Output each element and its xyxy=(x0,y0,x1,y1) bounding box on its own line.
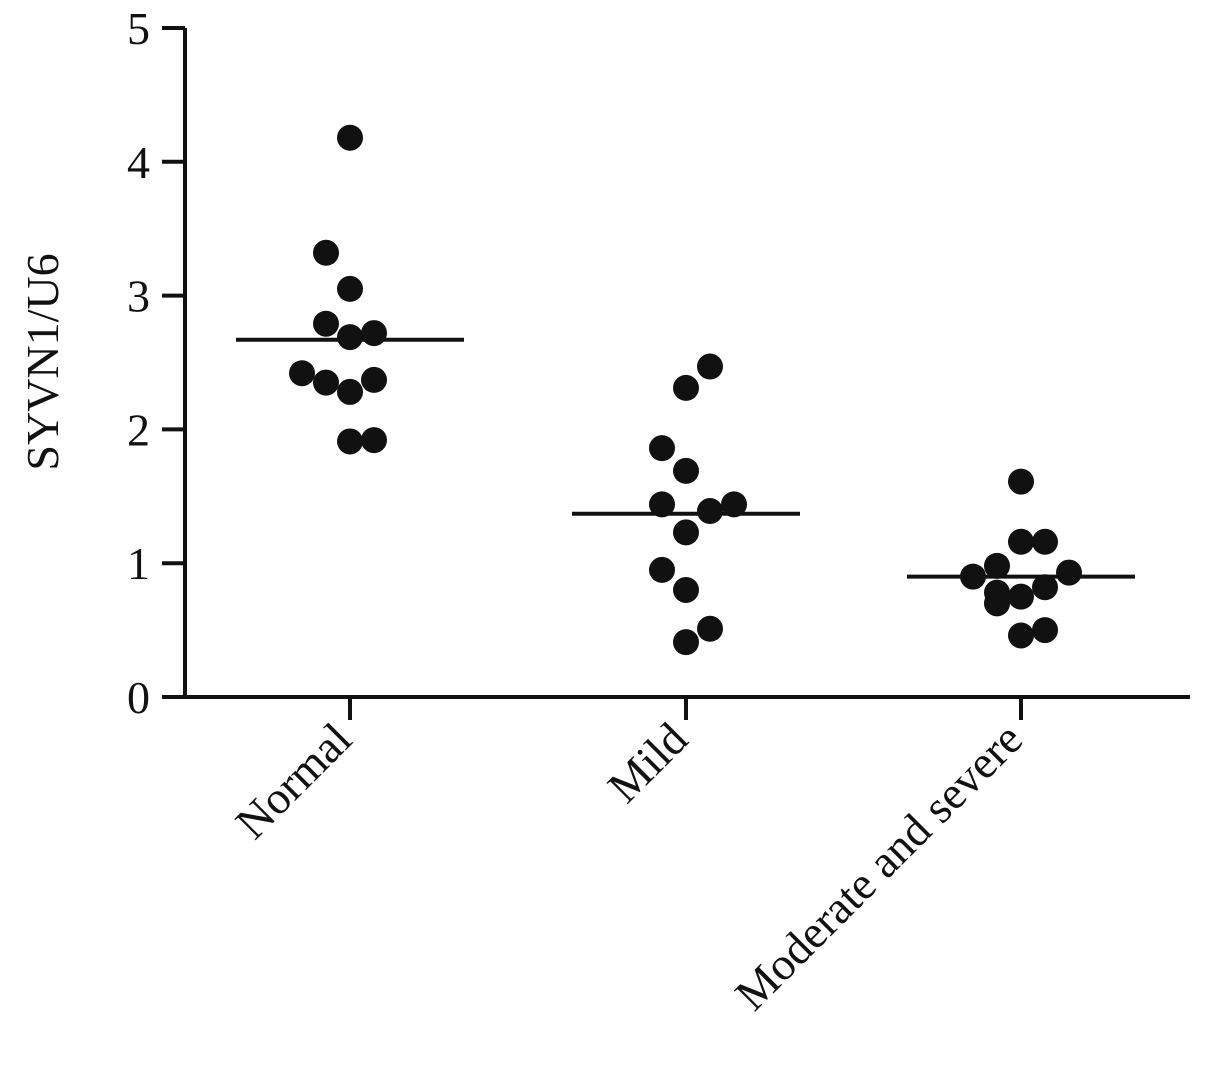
data-point xyxy=(361,320,387,347)
x-tick-label: Normal xyxy=(226,713,361,848)
data-point xyxy=(337,275,363,302)
data-point xyxy=(1032,617,1058,644)
data-point xyxy=(721,491,747,518)
data-point xyxy=(697,498,723,525)
data-point xyxy=(337,428,363,455)
y-axis-label: SYVN1/U6 xyxy=(17,253,68,470)
data-point xyxy=(673,629,699,656)
y-tick-labels: 0 1 2 3 4 5 xyxy=(127,3,150,723)
data-point xyxy=(649,491,675,518)
x-tick-labels: Normal Mild Moderate and severe xyxy=(226,713,1032,1020)
data-point xyxy=(649,435,675,462)
data-point xyxy=(289,360,315,387)
data-point xyxy=(1032,574,1058,601)
data-point xyxy=(1008,468,1034,495)
data-point xyxy=(1008,528,1034,555)
y-tick-label: 5 xyxy=(127,3,150,54)
data-point xyxy=(673,457,699,484)
data-point xyxy=(984,590,1010,617)
data-point xyxy=(697,615,723,642)
y-tick-label: 4 xyxy=(127,137,150,188)
x-tick-label: Moderate and severe xyxy=(725,713,1032,1020)
y-tick-label: 0 xyxy=(127,672,150,723)
data-point xyxy=(1008,583,1034,610)
data-point xyxy=(313,239,339,266)
data-point xyxy=(673,519,699,546)
y-tick-label: 1 xyxy=(127,538,150,589)
data-point xyxy=(361,366,387,393)
data-point xyxy=(697,353,723,380)
median-lines xyxy=(236,337,1135,579)
data-point xyxy=(361,427,387,454)
y-tick-label: 3 xyxy=(127,271,150,322)
data-point xyxy=(337,324,363,351)
data-point xyxy=(1032,528,1058,555)
data-point xyxy=(984,552,1010,579)
data-point xyxy=(337,124,363,151)
data-point xyxy=(313,310,339,337)
y-tick-label: 2 xyxy=(127,404,150,455)
x-tick-label: Mild xyxy=(598,713,697,812)
data-point xyxy=(673,576,699,603)
data-point xyxy=(337,378,363,405)
axes xyxy=(162,26,1190,720)
data-point xyxy=(673,374,699,401)
data-point xyxy=(1056,559,1082,586)
data-point xyxy=(649,556,675,583)
data-point xyxy=(1008,622,1034,649)
data-point xyxy=(313,369,339,396)
